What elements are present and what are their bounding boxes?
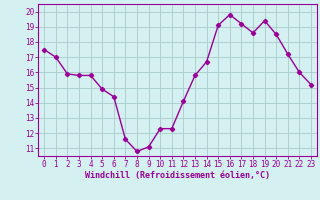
X-axis label: Windchill (Refroidissement éolien,°C): Windchill (Refroidissement éolien,°C) [85, 171, 270, 180]
